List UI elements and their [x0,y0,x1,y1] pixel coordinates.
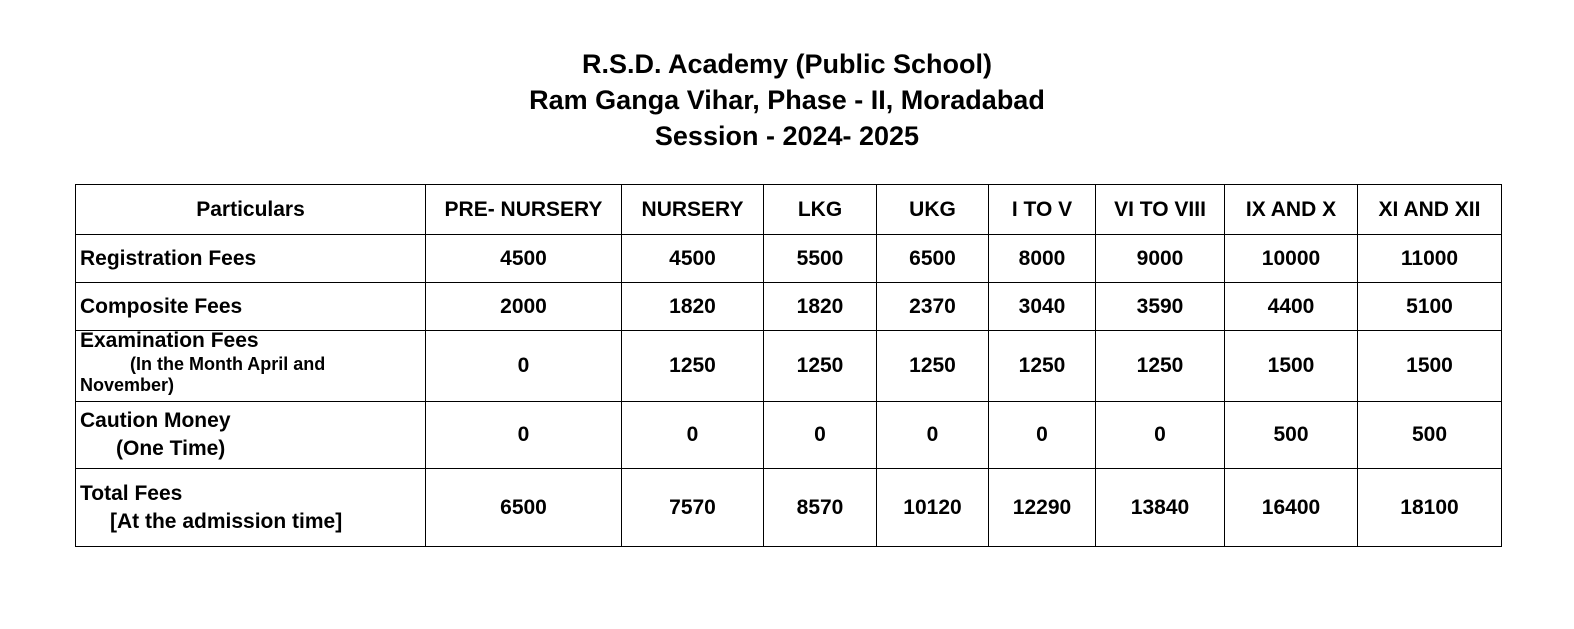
table-cell: 3040 [988,282,1096,331]
table-cell: 1820 [621,282,764,331]
row-label-cell: Total Fees [At the admission time] [75,468,426,547]
table-cell: 1250 [763,330,877,402]
column-header: Particulars [75,184,426,235]
table-cell: 2370 [876,282,989,331]
table-row: Examination Fees (In the Month April and… [75,330,1502,402]
column-header: VI TO VIII [1095,184,1225,235]
table-cell: 500 [1224,401,1358,469]
table-cell: 0 [988,401,1096,469]
row-label: Total Fees [80,481,183,505]
table-cell: 6500 [876,234,989,283]
table-cell: 6500 [425,468,622,547]
table-row: Total Fees [At the admission time] 6500 … [75,468,1502,547]
table-cell: 1250 [1095,330,1225,402]
table-cell: 2000 [425,282,622,331]
row-label: Caution Money [80,409,231,432]
table-cell: 18100 [1357,468,1502,547]
table-row: Composite Fees 2000 1820 1820 2370 3040 … [75,282,1502,331]
row-note-continued: November) [80,375,175,395]
table-cell: 5100 [1357,282,1502,331]
table-cell: 13840 [1095,468,1225,547]
table-cell: 4500 [621,234,764,283]
table-cell: 0 [425,401,622,469]
table-cell: 4500 [425,234,622,283]
document-header: R.S.D. Academy (Public School) Ram Ganga… [0,46,1574,154]
school-name: R.S.D. Academy (Public School) [581,49,993,79]
session-title: Session - 2024- 2025 [654,121,920,151]
table-row: Registration Fees 4500 4500 5500 6500 80… [75,234,1502,283]
row-label: Examination Fees [80,330,259,352]
column-header: I TO V [988,184,1096,235]
row-label-cell: Examination Fees (In the Month April and… [75,330,426,402]
table-header-row: Particulars PRE- NURSERY NURSERY LKG UKG… [75,184,1502,235]
table-cell: 3590 [1095,282,1225,331]
table-cell: 4400 [1224,282,1358,331]
table-cell: 1250 [988,330,1096,402]
table-cell: 7570 [621,468,764,547]
column-header: UKG [876,184,989,235]
row-note: [At the admission time] [110,509,343,533]
table-cell: 0 [621,401,764,469]
table-cell: 1820 [763,282,877,331]
table-cell: 0 [763,401,877,469]
table-row: Caution Money (One Time) 0 0 0 0 0 0 500… [75,401,1502,469]
column-header: PRE- NURSERY [425,184,622,235]
row-note: (In the Month April and [130,354,326,374]
column-header: XI AND XII [1357,184,1502,235]
table-cell: 1250 [876,330,989,402]
table-cell: 1250 [621,330,764,402]
row-label-cell: Caution Money (One Time) [75,401,426,469]
table-cell: 8570 [763,468,877,547]
table-cell: 10000 [1224,234,1358,283]
table-cell: 0 [876,401,989,469]
row-label: Registration Fees [75,234,426,283]
table-cell: 0 [425,330,622,402]
table-cell: 11000 [1357,234,1502,283]
table-cell: 5500 [763,234,877,283]
table-cell: 1500 [1224,330,1358,402]
column-header: LKG [763,184,877,235]
table-cell: 1500 [1357,330,1502,402]
table-cell: 12290 [988,468,1096,547]
table-cell: 16400 [1224,468,1358,547]
row-note: (One Time) [116,437,226,460]
column-header: NURSERY [621,184,764,235]
fee-table: Particulars PRE- NURSERY NURSERY LKG UKG… [75,184,1502,547]
school-address: Ram Ganga Vihar, Phase - II, Moradabad [529,85,1045,115]
table-cell: 9000 [1095,234,1225,283]
table-cell: 0 [1095,401,1225,469]
table-cell: 10120 [876,468,989,547]
column-header: IX AND X [1224,184,1358,235]
row-label: Composite Fees [75,282,426,331]
table-cell: 500 [1357,401,1502,469]
table-cell: 8000 [988,234,1096,283]
